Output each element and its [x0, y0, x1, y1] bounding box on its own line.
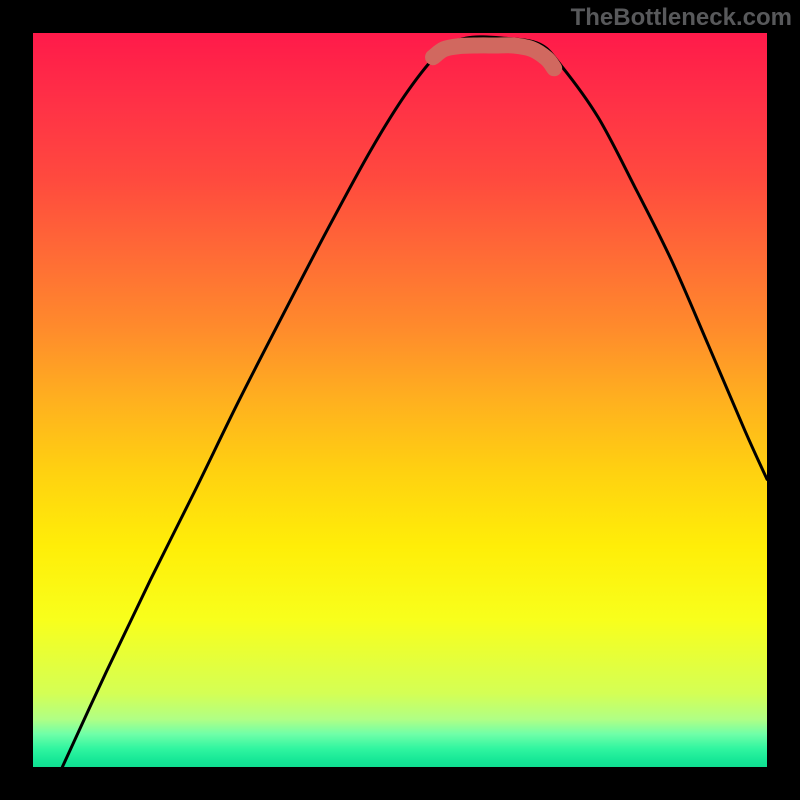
chart-plot-area	[33, 33, 767, 767]
chart-svg	[33, 33, 767, 767]
attribution-text: TheBottleneck.com	[571, 4, 792, 32]
chart-background-gradient	[33, 33, 767, 767]
